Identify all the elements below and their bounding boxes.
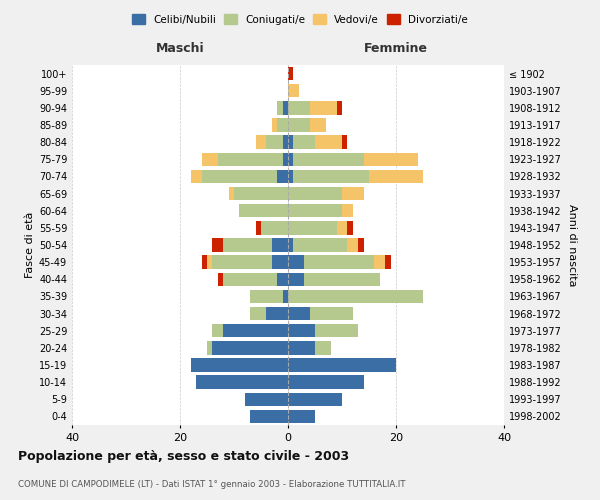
Bar [277, 272, 288, 286]
Bar [304, 272, 380, 286]
Bar [277, 118, 288, 132]
Bar [310, 307, 353, 320]
Bar [234, 187, 288, 200]
Bar [374, 256, 385, 269]
Bar [277, 170, 288, 183]
Bar [358, 238, 364, 252]
Bar [196, 376, 288, 389]
Bar [347, 221, 353, 234]
Bar [223, 238, 272, 252]
Y-axis label: Anni di nascita: Anni di nascita [567, 204, 577, 286]
Bar [364, 152, 418, 166]
Bar [288, 67, 293, 80]
Bar [212, 324, 223, 338]
Bar [288, 392, 342, 406]
Bar [229, 187, 234, 200]
Bar [315, 341, 331, 354]
Bar [261, 221, 288, 234]
Bar [272, 238, 288, 252]
Bar [337, 221, 347, 234]
Bar [250, 307, 266, 320]
Bar [218, 152, 283, 166]
Bar [266, 307, 288, 320]
Text: COMUNE DI CAMPODIMELE (LT) - Dati ISTAT 1° gennaio 2003 - Elaborazione TUTTITALI: COMUNE DI CAMPODIMELE (LT) - Dati ISTAT … [18, 480, 406, 489]
Bar [369, 170, 423, 183]
Bar [293, 170, 369, 183]
Bar [266, 136, 283, 149]
Bar [202, 152, 218, 166]
Bar [239, 204, 288, 218]
Bar [342, 187, 364, 200]
Bar [347, 238, 358, 252]
Bar [250, 290, 283, 303]
Bar [256, 136, 266, 149]
Bar [342, 136, 347, 149]
Bar [212, 341, 288, 354]
Y-axis label: Fasce di età: Fasce di età [25, 212, 35, 278]
Bar [385, 256, 391, 269]
Bar [288, 152, 293, 166]
Bar [207, 256, 212, 269]
Bar [288, 307, 310, 320]
Bar [288, 101, 310, 114]
Bar [288, 376, 364, 389]
Bar [288, 410, 315, 423]
Bar [283, 136, 288, 149]
Bar [288, 84, 299, 98]
Bar [342, 204, 353, 218]
Bar [283, 290, 288, 303]
Bar [310, 101, 337, 114]
Bar [223, 324, 288, 338]
Bar [288, 341, 315, 354]
Bar [288, 290, 423, 303]
Bar [202, 170, 277, 183]
Bar [293, 136, 315, 149]
Bar [212, 256, 272, 269]
Bar [202, 256, 207, 269]
Bar [283, 101, 288, 114]
Bar [288, 358, 396, 372]
Text: Popolazione per età, sesso e stato civile - 2003: Popolazione per età, sesso e stato civil… [18, 450, 349, 463]
Legend: Celibi/Nubili, Coniugati/e, Vedovi/e, Divorziati/e: Celibi/Nubili, Coniugati/e, Vedovi/e, Di… [128, 10, 472, 29]
Bar [288, 324, 315, 338]
Bar [207, 341, 212, 354]
Bar [223, 272, 277, 286]
Text: Femmine: Femmine [364, 42, 428, 54]
Bar [288, 170, 293, 183]
Bar [288, 238, 293, 252]
Bar [191, 170, 202, 183]
Bar [283, 152, 288, 166]
Bar [250, 410, 288, 423]
Bar [191, 358, 288, 372]
Bar [304, 256, 374, 269]
Bar [293, 238, 347, 252]
Bar [337, 101, 342, 114]
Bar [288, 204, 342, 218]
Bar [315, 324, 358, 338]
Bar [293, 152, 364, 166]
Bar [288, 118, 310, 132]
Bar [218, 272, 223, 286]
Bar [277, 101, 283, 114]
Bar [288, 256, 304, 269]
Bar [288, 187, 342, 200]
Bar [310, 118, 326, 132]
Bar [272, 256, 288, 269]
Bar [288, 221, 337, 234]
Bar [212, 238, 223, 252]
Bar [288, 136, 293, 149]
Text: Maschi: Maschi [155, 42, 205, 54]
Bar [272, 118, 277, 132]
Bar [288, 272, 304, 286]
Bar [315, 136, 342, 149]
Bar [245, 392, 288, 406]
Bar [256, 221, 261, 234]
